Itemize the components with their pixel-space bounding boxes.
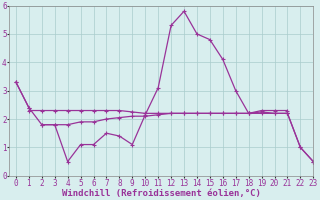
X-axis label: Windchill (Refroidissement éolien,°C): Windchill (Refroidissement éolien,°C) — [62, 189, 261, 198]
